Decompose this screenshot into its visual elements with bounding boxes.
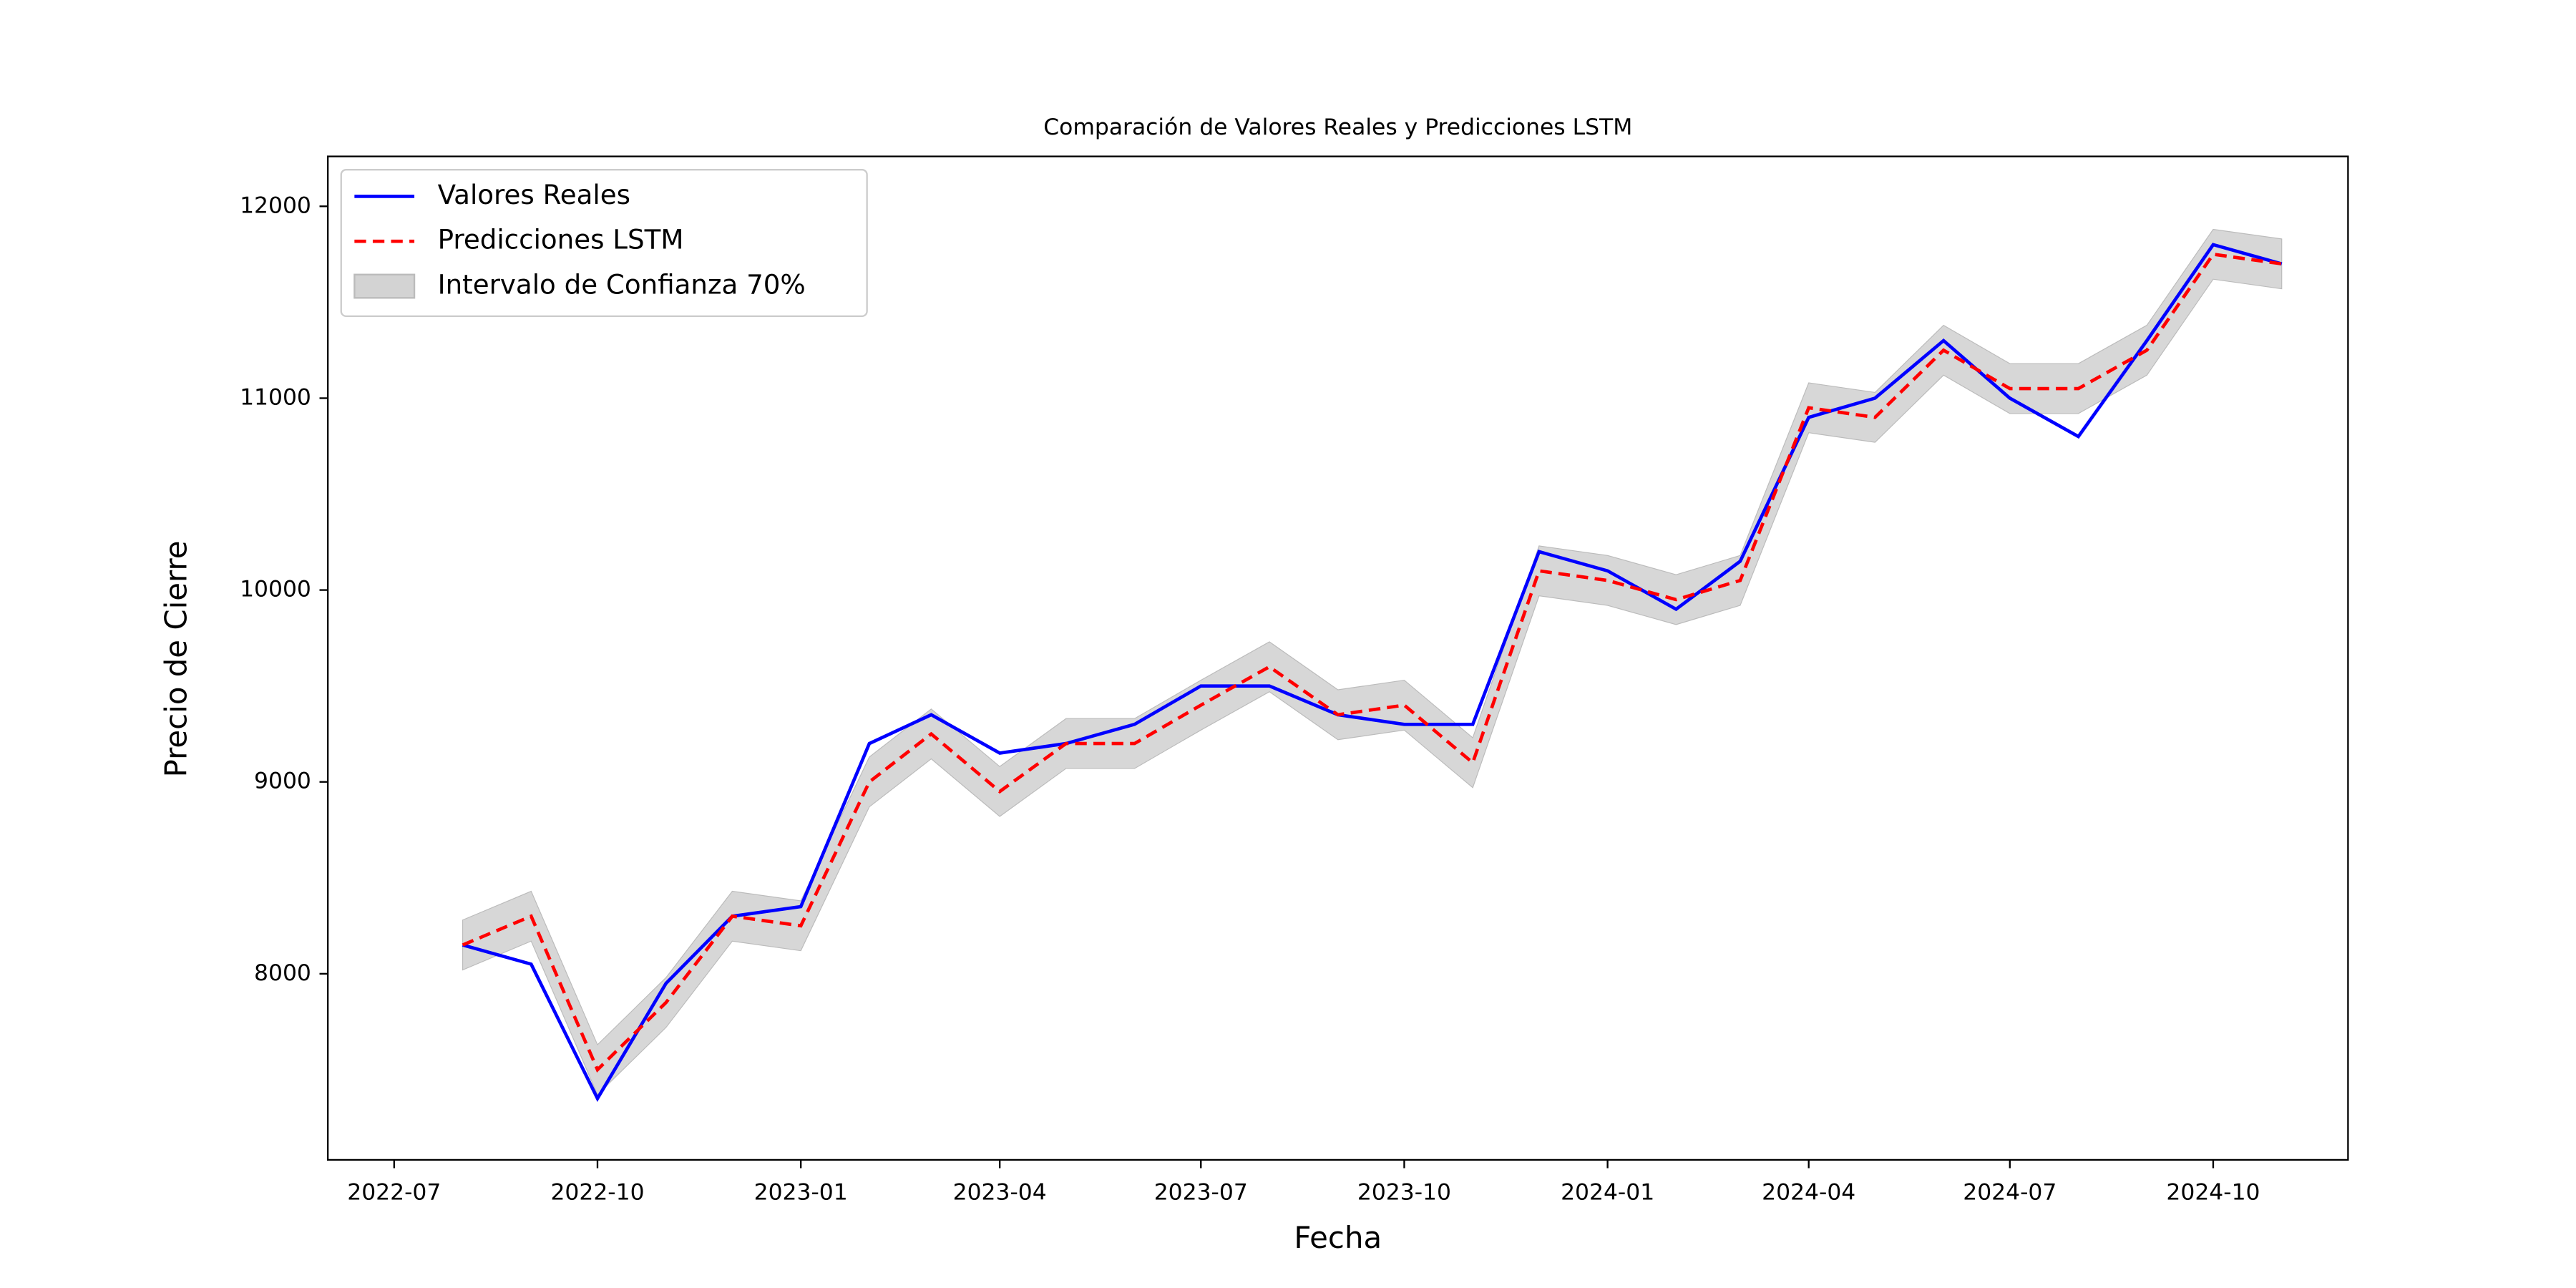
y-axis-label: Precio de Cierre <box>158 540 193 777</box>
y-tick-label: 11000 <box>240 384 311 410</box>
x-tick-label: 2022-10 <box>550 1179 644 1205</box>
x-tick-label: 2023-10 <box>1357 1179 1451 1205</box>
legend-label: Predicciones LSTM <box>438 224 684 255</box>
y-tick-label: 10000 <box>240 577 311 602</box>
confidence-band <box>462 228 2283 1096</box>
legend-label: Intervalo de Confianza 70% <box>438 269 806 301</box>
x-tick-label: 2024-10 <box>2166 1179 2260 1205</box>
legend: Valores Reales Predicciones LSTM Intervalo… <box>340 169 868 318</box>
y-tick-label: 8000 <box>254 960 311 986</box>
x-tick-label: 2024-01 <box>1561 1179 1654 1205</box>
x-tick-label: 2024-07 <box>1963 1179 2057 1205</box>
x-tick-label: 2024-04 <box>1762 1179 1855 1205</box>
chart-title: Comparación de Valores Reales y Predicci… <box>1043 114 1632 140</box>
plot-frame <box>326 155 2349 1161</box>
x-tick-label: 2023-07 <box>1154 1179 1248 1205</box>
legend-box <box>340 169 868 318</box>
x-axis-label: Fecha <box>1294 1220 1382 1255</box>
y-tick-label: 9000 <box>254 769 311 794</box>
legend-swatch <box>353 273 416 299</box>
x-tick-label: 2023-04 <box>953 1179 1047 1205</box>
y-tick-label: 12000 <box>240 192 311 218</box>
x-tick-label: 2023-01 <box>754 1179 848 1205</box>
series-line <box>462 252 2283 1073</box>
x-tick-label: 2022-07 <box>347 1179 441 1205</box>
legend-label: Valores Reales <box>438 179 630 210</box>
